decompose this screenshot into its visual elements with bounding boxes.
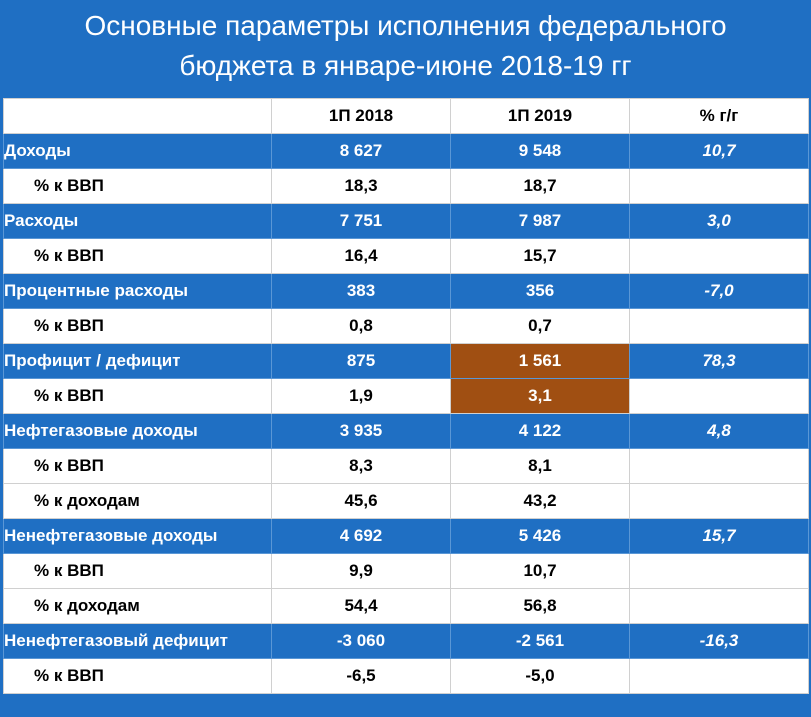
value-2018: 16,4 — [271, 238, 451, 274]
table-row-expenses: Расходы 7 751 7 987 3,0 — [3, 203, 809, 239]
value-2019: 18,7 — [450, 168, 630, 204]
row-label: % к ВВП — [3, 378, 272, 414]
value-yoy: 3,0 — [629, 203, 809, 239]
value-2018: -3 060 — [271, 623, 451, 659]
value-yoy: 10,7 — [629, 133, 809, 169]
value-yoy — [629, 588, 809, 624]
row-label: Доходы — [3, 133, 272, 169]
row-label: % к ВВП — [3, 553, 272, 589]
table-row-non-oil-gas-gdp: % к ВВП 9,9 10,7 — [3, 553, 809, 589]
header-cell-yoy: % г/г — [629, 98, 809, 134]
value-yoy: 15,7 — [629, 518, 809, 554]
value-yoy — [629, 553, 809, 589]
value-2018: 54,4 — [271, 588, 451, 624]
value-2019: -2 561 — [450, 623, 630, 659]
value-2018: 9,9 — [271, 553, 451, 589]
value-2019-highlighted: 1 561 — [450, 343, 630, 379]
table-header-row: 1П 2018 1П 2019 % г/г — [3, 98, 809, 134]
table-row-surplus-deficit: Профицит / дефицит 875 1 561 78,3 — [3, 343, 809, 379]
value-2019: 10,7 — [450, 553, 630, 589]
header-cell-blank — [3, 98, 272, 134]
value-yoy: 78,3 — [629, 343, 809, 379]
header-cell-2018: 1П 2018 — [271, 98, 451, 134]
table-row-non-oil-gas-share: % к доходам 54,4 56,8 — [3, 588, 809, 624]
value-2019: 356 — [450, 273, 630, 309]
row-label: % к ВВП — [3, 658, 272, 694]
title-line-2: бюджета в январе-июне 2018-19 гг — [179, 50, 632, 81]
value-yoy — [629, 238, 809, 274]
value-2019: 4 122 — [450, 413, 630, 449]
value-2019: 43,2 — [450, 483, 630, 519]
value-yoy — [629, 308, 809, 344]
value-2018: 45,6 — [271, 483, 451, 519]
title-line-1: Основные параметры исполнения федерально… — [84, 10, 727, 41]
value-2018: 383 — [271, 273, 451, 309]
table-row-surplus-gdp: % к ВВП 1,9 3,1 — [3, 378, 809, 414]
value-2018: 7 751 — [271, 203, 451, 239]
row-label: Ненефтегазовый дефицит — [3, 623, 272, 659]
value-2019: 15,7 — [450, 238, 630, 274]
table-row-non-oil-gas-deficit-gdp: % к ВВП -6,5 -5,0 — [3, 658, 809, 694]
value-2019: 8,1 — [450, 448, 630, 484]
value-yoy: 4,8 — [629, 413, 809, 449]
table-row-oil-gas-revenue: Нефтегазовые доходы 3 935 4 122 4,8 — [3, 413, 809, 449]
table-row-expenses-gdp: % к ВВП 16,4 15,7 — [3, 238, 809, 274]
table-row-interest-expenses: Процентные расходы 383 356 -7,0 — [3, 273, 809, 309]
value-2018: 0,8 — [271, 308, 451, 344]
row-label: % к ВВП — [3, 168, 272, 204]
value-2019: 9 548 — [450, 133, 630, 169]
row-label: Профицит / дефицит — [3, 343, 272, 379]
table-row-revenue-gdp: % к ВВП 18,3 18,7 — [3, 168, 809, 204]
budget-table: 1П 2018 1П 2019 % г/г Доходы 8 627 9 548… — [3, 98, 809, 694]
table-row-non-oil-gas-deficit: Ненефтегазовый дефицит -3 060 -2 561 -16… — [3, 623, 809, 659]
table-row-interest-gdp: % к ВВП 0,8 0,7 — [3, 308, 809, 344]
value-2019: 5 426 — [450, 518, 630, 554]
value-2018: 1,9 — [271, 378, 451, 414]
row-label: % к ВВП — [3, 238, 272, 274]
value-2018: -6,5 — [271, 658, 451, 694]
value-2018: 3 935 — [271, 413, 451, 449]
row-label: % к ВВП — [3, 308, 272, 344]
value-2019: 7 987 — [450, 203, 630, 239]
value-2018: 18,3 — [271, 168, 451, 204]
row-label: % к доходам — [3, 483, 272, 519]
value-2019: 0,7 — [450, 308, 630, 344]
value-2018: 4 692 — [271, 518, 451, 554]
header-cell-2019: 1П 2019 — [450, 98, 630, 134]
table-row-oil-gas-share: % к доходам 45,6 43,2 — [3, 483, 809, 519]
value-yoy — [629, 658, 809, 694]
table-row-revenue: Доходы 8 627 9 548 10,7 — [3, 133, 809, 169]
row-label: Ненефтегазовые доходы — [3, 518, 272, 554]
table-row-oil-gas-gdp: % к ВВП 8,3 8,1 — [3, 448, 809, 484]
value-yoy: -16,3 — [629, 623, 809, 659]
value-2018: 8,3 — [271, 448, 451, 484]
row-label: Расходы — [3, 203, 272, 239]
row-label: % к доходам — [3, 588, 272, 624]
value-2019: 56,8 — [450, 588, 630, 624]
value-yoy — [629, 378, 809, 414]
value-2018: 875 — [271, 343, 451, 379]
value-2019-highlighted: 3,1 — [450, 378, 630, 414]
row-label: Нефтегазовые доходы — [3, 413, 272, 449]
value-yoy — [629, 168, 809, 204]
table-row-non-oil-gas-revenue: Ненефтегазовые доходы 4 692 5 426 15,7 — [3, 518, 809, 554]
row-label: Процентные расходы — [3, 273, 272, 309]
page-title: Основные параметры исполнения федерально… — [0, 0, 811, 92]
value-yoy — [629, 483, 809, 519]
value-yoy: -7,0 — [629, 273, 809, 309]
row-label: % к ВВП — [3, 448, 272, 484]
value-yoy — [629, 448, 809, 484]
value-2019: -5,0 — [450, 658, 630, 694]
value-2018: 8 627 — [271, 133, 451, 169]
